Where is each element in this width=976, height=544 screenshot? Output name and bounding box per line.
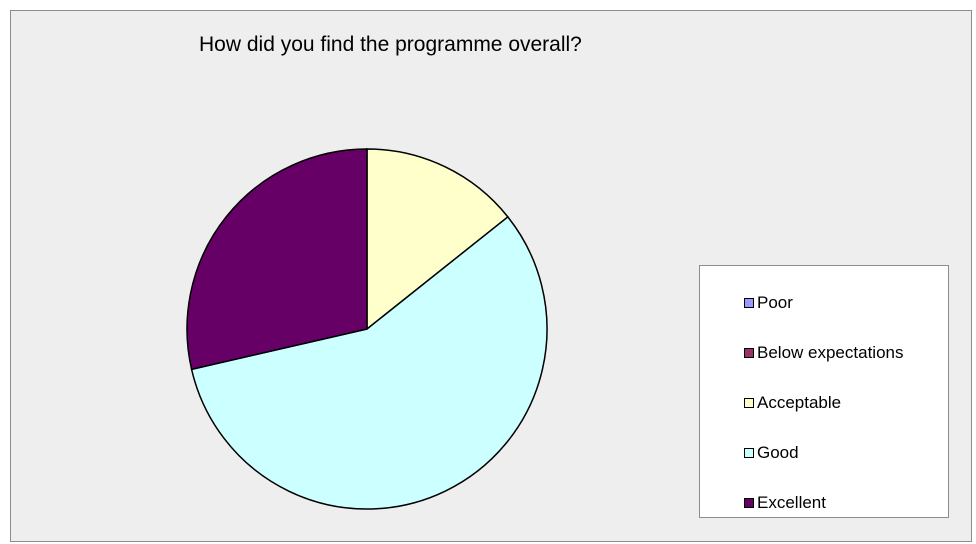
legend-item-below-expectations: Below expectations bbox=[744, 343, 903, 363]
legend-swatch bbox=[744, 348, 754, 358]
legend-item-good: Good bbox=[744, 443, 799, 463]
legend-label: Poor bbox=[757, 293, 793, 312]
legend: Poor Below expectations Acceptable Good Exce… bbox=[699, 265, 949, 518]
legend-swatch bbox=[744, 398, 754, 408]
legend-swatch bbox=[744, 498, 754, 508]
legend-label: Good bbox=[757, 443, 799, 462]
pie-slice-acceptable bbox=[366, 148, 509, 331]
pie-chart bbox=[186, 148, 548, 510]
legend-swatch bbox=[744, 448, 754, 458]
legend-swatch bbox=[744, 298, 754, 308]
legend-item-poor: Poor bbox=[744, 293, 793, 313]
legend-label: Acceptable bbox=[757, 393, 842, 412]
legend-item-acceptable: Acceptable bbox=[744, 393, 841, 413]
legend-label: Below expectations bbox=[757, 343, 904, 362]
legend-item-excellent: Excellent bbox=[744, 493, 826, 513]
chart-area: How did you find the programme overall? … bbox=[10, 10, 972, 542]
pie-slice-excellent bbox=[186, 148, 368, 371]
chart-title: How did you find the programme overall? bbox=[199, 33, 582, 56]
pie-slice-good bbox=[190, 215, 548, 510]
legend-label: Excellent bbox=[757, 493, 826, 512]
